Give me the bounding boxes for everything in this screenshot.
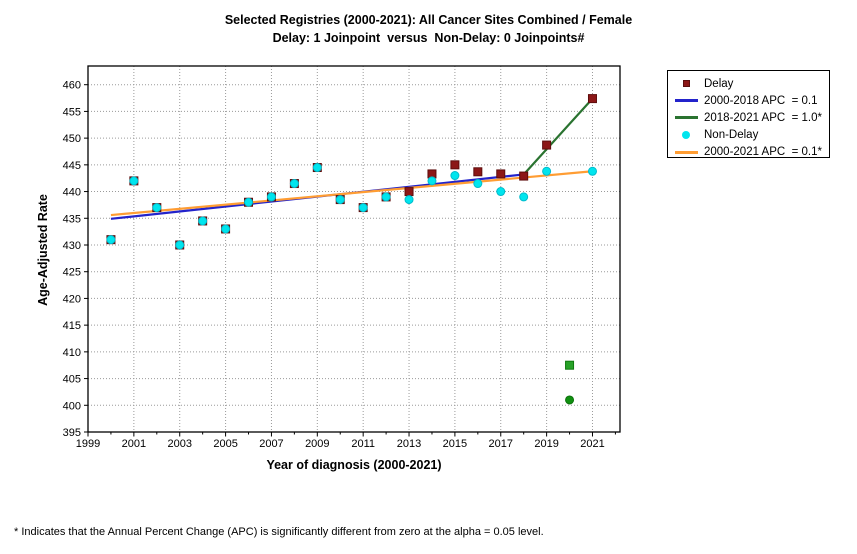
legend-label: Non-Delay [704, 129, 759, 142]
data-point-non-delay [221, 224, 231, 234]
x-tick-label: 2017 [489, 438, 513, 450]
data-point-non-delay [335, 195, 345, 205]
data-point-non-delay [289, 179, 299, 189]
y-tick-label: 405 [63, 374, 81, 386]
y-tick-label: 430 [63, 240, 81, 252]
data-point-non-delay [175, 240, 185, 250]
fit-line-non-delay-2000-2021-apc-0-1- [110, 170, 593, 217]
y-tick-label: 425 [63, 267, 81, 279]
legend-label: 2000-2018 APC = 0.1 [704, 94, 818, 107]
data-point-delay-2020-excluded-from-model-fitting- [565, 360, 575, 370]
y-tick-label: 440 [63, 187, 81, 199]
data-point-non-delay [358, 203, 368, 213]
legend-entry-delay: Delay [668, 75, 829, 92]
data-point-non-delay [244, 197, 254, 207]
legend-line-icon [674, 150, 698, 154]
data-point-non-delay [450, 171, 460, 181]
y-tick-label: 435 [63, 213, 81, 225]
y-tick-label: 455 [63, 106, 81, 118]
y-tick-label: 395 [63, 427, 81, 439]
legend-label: 2000-2021 APC = 0.1* [704, 146, 822, 159]
x-tick-label: 2001 [122, 438, 146, 450]
data-point-delay [404, 187, 414, 197]
legend-marker-icon [682, 80, 690, 88]
x-tick-label: 2005 [213, 438, 237, 450]
y-tick-label: 420 [63, 293, 81, 305]
x-tick-label: 2019 [534, 438, 558, 450]
y-tick-label: 410 [63, 347, 81, 359]
data-point-delay [450, 160, 460, 170]
legend-entry-2000-2018-apc-0-1: 2000-2018 APC = 0.1 [668, 92, 829, 109]
legend-box: Delay 2000-2018 APC = 0.1 2018-2021 APC = … [667, 70, 830, 158]
x-axis-title: Year of diagnosis (2000-2021) [266, 458, 442, 472]
data-point-non-delay [404, 195, 414, 205]
data-point-non-delay [152, 203, 162, 213]
legend-line-icon [674, 99, 698, 103]
footnotes: * Indicates that the Annual Percent Chan… [14, 489, 544, 554]
data-point-non-delay [129, 176, 139, 186]
legend-label: Delay [704, 77, 734, 90]
x-tick-label: 2007 [259, 438, 283, 450]
data-point-delay [542, 140, 552, 150]
legend-entry-2000-2021-apc-0-1-: 2000-2021 APC = 0.1* [668, 144, 829, 161]
data-point-delay [473, 167, 483, 177]
legend-line-swatch [668, 150, 704, 154]
legend-line-icon [674, 116, 698, 120]
data-point-non-delay [266, 192, 276, 202]
legend-label: 2018-2021 APC = 1.0* [704, 111, 822, 124]
data-point-non-delay [519, 192, 529, 202]
legend-line-swatch [668, 116, 704, 120]
x-tick-label: 2003 [167, 438, 191, 450]
x-tick-label: 2009 [305, 438, 329, 450]
x-tick-label: 2011 [351, 438, 375, 450]
legend-entry-non-delay: Non-Delay [668, 127, 829, 144]
chart-title-line-1: Selected Registries (2000-2021): All Can… [224, 13, 633, 27]
data-point-non-delay [312, 163, 322, 173]
fit-line-delay-2018-2021-apc-1-0- [522, 97, 594, 176]
legend-entry-2018-2021-apc-1-0-: 2018-2021 APC = 1.0* [668, 109, 829, 126]
data-point-delay [587, 94, 597, 104]
y-tick-label: 445 [63, 160, 81, 172]
x-tick-label: 1999 [76, 438, 100, 450]
data-point-non-delay [542, 166, 552, 176]
legend-line-swatch [668, 99, 704, 103]
plot-border [87, 65, 621, 433]
x-tick-label: 2013 [397, 438, 421, 450]
y-tick-label: 450 [63, 133, 81, 145]
chart-title-line-2: Delay: 1 Joinpoint versus Non-Delay: 0 J… [272, 31, 585, 45]
legend-marker-icon [682, 131, 690, 140]
legend-circle-swatch [668, 131, 704, 140]
data-point-delay [519, 171, 529, 181]
data-point-delay [496, 169, 506, 179]
legend-square-swatch [668, 80, 704, 88]
y-tick-label: 460 [63, 80, 81, 92]
data-point-non-delay [427, 176, 437, 186]
x-tick-label: 2021 [580, 438, 604, 450]
data-point-non-delay [496, 187, 506, 197]
x-tick-label: 2015 [443, 438, 467, 450]
y-tick-label: 415 [63, 320, 81, 332]
y-tick-label: 400 [63, 400, 81, 412]
data-point-non-delay-2020-excluded-from-model-fitting- [565, 395, 575, 405]
data-point-non-delay [473, 179, 483, 189]
data-point-non-delay [198, 216, 208, 226]
footnote-apc-significance: * Indicates that the Annual Percent Chan… [14, 525, 544, 538]
data-point-non-delay [587, 166, 597, 176]
y-axis-title: Age-Adjusted Rate [36, 194, 50, 306]
data-point-non-delay [106, 235, 116, 245]
data-point-non-delay [381, 192, 391, 202]
